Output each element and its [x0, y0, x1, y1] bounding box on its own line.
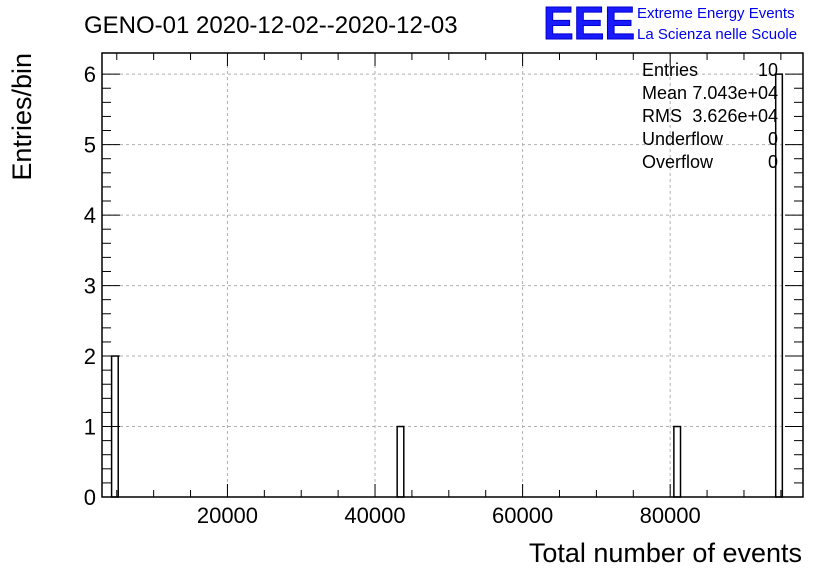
axis-ticks: [102, 53, 803, 498]
x-tick-label: 20000: [197, 503, 258, 528]
stats-value: 7.043e+04: [692, 83, 778, 103]
logo-line-1: Extreme Energy Events: [637, 5, 795, 22]
stats-label: Mean: [642, 83, 687, 103]
y-tick-label: 3: [84, 274, 96, 299]
x-tick-label: 40000: [344, 503, 405, 528]
stats-label: Underflow: [642, 129, 724, 149]
stats-value: 10: [758, 60, 778, 80]
y-tick-label: 1: [84, 415, 96, 440]
y-tick-label: 5: [84, 133, 96, 158]
histogram-bar: [396, 425, 405, 498]
y-tick-label: 0: [84, 485, 96, 510]
y-tick-label: 4: [84, 203, 96, 228]
eee-logo: EEE Extreme Energy Events La Scienza nel…: [543, 0, 798, 50]
x-tick-label: 80000: [640, 503, 701, 528]
x-tick-label: 60000: [492, 503, 553, 528]
y-axis-title: Entries/bin: [7, 53, 37, 181]
stats-box: Entries 10 Mean 7.043e+04 RMS 3.626e+04 Underf…: [642, 60, 778, 172]
plot-frame: [101, 52, 804, 498]
y-tick-label: 2: [84, 344, 96, 369]
chart-title: GENO-01 2020-12-02--2020-12-03: [84, 12, 458, 39]
stats-label: RMS: [642, 106, 682, 126]
tick-labels: 20000 40000 60000 80000 0 1 2 3 4 5 6: [84, 62, 701, 528]
logo-line-2: La Scienza nelle Scuole: [637, 26, 797, 43]
stats-value: 0: [768, 129, 778, 149]
histogram-bar: [673, 425, 682, 498]
stats-label: Entries: [642, 60, 698, 80]
logo-mark: EEE: [543, 0, 635, 49]
x-axis-title: Total number of events: [529, 538, 802, 568]
y-tick-label: 6: [84, 62, 96, 87]
stats-value: 0: [768, 152, 778, 172]
stats-value: 3.626e+04: [692, 106, 778, 126]
stats-label: Overflow: [642, 152, 714, 172]
grid: [102, 53, 803, 497]
